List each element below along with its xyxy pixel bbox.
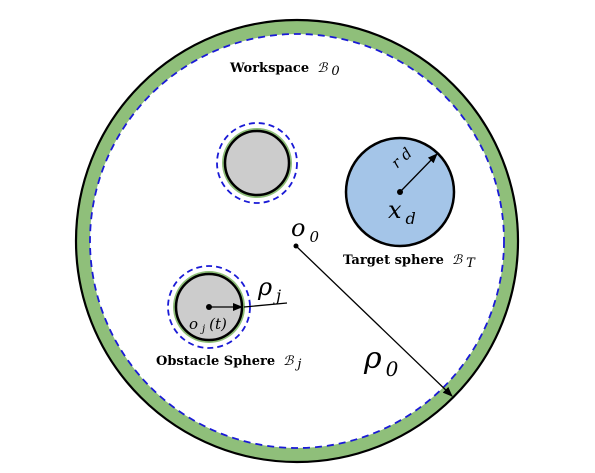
obstacle-sphere-upper (216, 122, 298, 204)
target-radius-arrow (399, 153, 438, 193)
workspace-center-label: o 0 (291, 214, 319, 246)
target-sphere-label: Target sphere ℬ T (343, 251, 476, 271)
workspace-radius-arrow (295, 245, 453, 397)
obstacle-center-label: o j (t) (189, 315, 227, 336)
target-sphere: r d x d (344, 136, 456, 248)
target-center-label: x d (388, 196, 416, 228)
obstacle-radius-label: ρ j (257, 273, 281, 305)
workspace-radius-label: ρ 0 (363, 341, 399, 381)
obstacle-sphere-lower: o j (t) (167, 265, 288, 349)
workspace-boundary (74, 18, 520, 464)
obstacle-sphere-label: Obstacle Sphere ℬ j (156, 352, 301, 372)
workspace-dashed-boundary (89, 33, 505, 449)
obstacle-upper-body (223, 129, 291, 197)
obstacle-upper-dashed-boundary (216, 122, 298, 204)
workspace-green-ring (76, 20, 518, 462)
obstacle-radius-tick (243, 302, 288, 308)
workspace-outer-outline (74, 18, 520, 464)
workspace-label: Workspace ℬ 0 (229, 59, 340, 79)
